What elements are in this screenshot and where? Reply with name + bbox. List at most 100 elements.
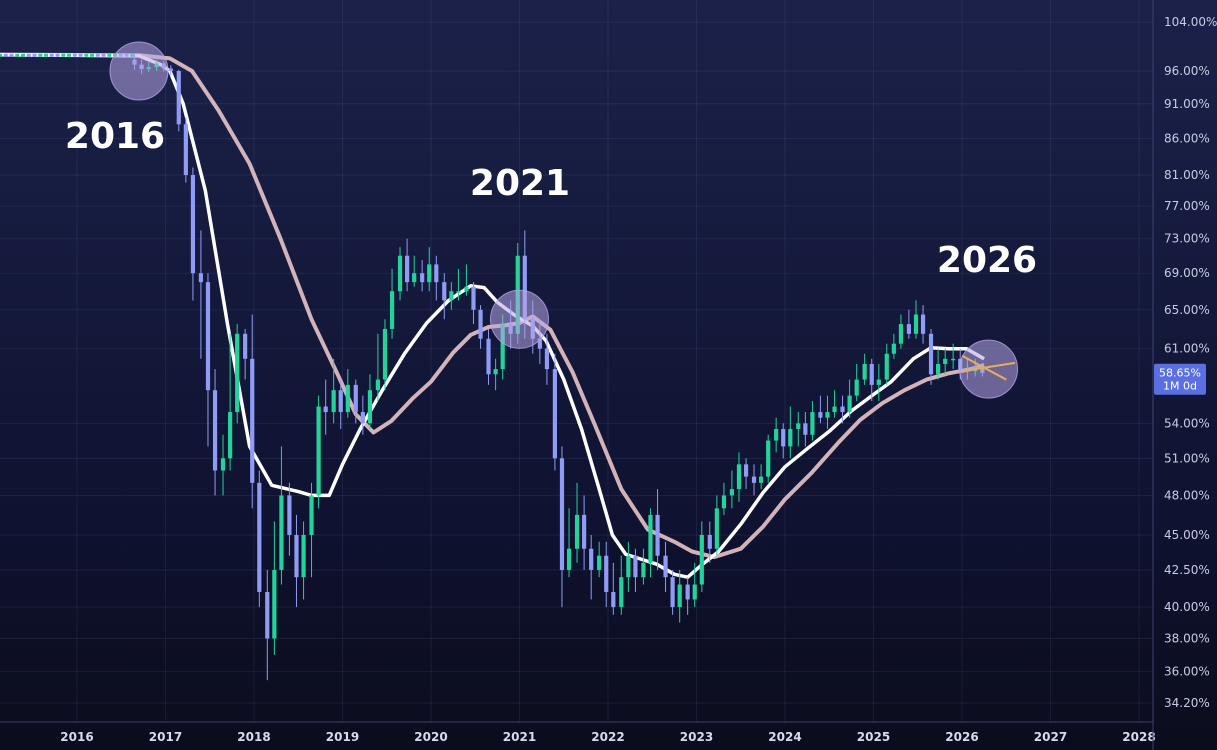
x-tick-label: 2018 bbox=[237, 730, 270, 744]
candle bbox=[367, 390, 373, 424]
candle bbox=[412, 273, 417, 283]
candle bbox=[810, 412, 815, 435]
x-tick-label: 2026 bbox=[945, 730, 978, 744]
candle bbox=[611, 591, 616, 608]
candle bbox=[95, 53, 100, 57]
candle bbox=[250, 358, 255, 483]
candle bbox=[382, 328, 388, 380]
y-tick-label: 104.00% bbox=[1164, 15, 1217, 29]
candle bbox=[677, 584, 682, 608]
y-tick-label: 51.00% bbox=[1164, 451, 1210, 465]
candle bbox=[597, 555, 602, 570]
x-tick-label: 2028 bbox=[1122, 730, 1155, 744]
y-tick-label: 61.00% bbox=[1164, 342, 1210, 356]
candle bbox=[641, 562, 646, 578]
candle bbox=[781, 429, 786, 447]
candle bbox=[486, 338, 491, 375]
candle bbox=[294, 534, 299, 578]
candle bbox=[626, 555, 631, 578]
candle bbox=[176, 71, 181, 125]
projection-layer bbox=[961, 354, 1016, 381]
y-tick-label: 73.00% bbox=[1164, 232, 1210, 246]
candle bbox=[699, 534, 704, 585]
y-tick-label: 69.00% bbox=[1164, 266, 1210, 280]
candle bbox=[736, 464, 742, 490]
candle bbox=[552, 369, 557, 459]
candle bbox=[464, 286, 469, 292]
candle bbox=[951, 358, 956, 361]
candle bbox=[323, 406, 328, 413]
candle bbox=[360, 412, 365, 424]
y-tick-label: 91.00% bbox=[1164, 97, 1210, 111]
candle bbox=[589, 548, 594, 570]
candle bbox=[265, 591, 270, 639]
candle bbox=[434, 264, 439, 283]
candle bbox=[375, 379, 380, 391]
candle bbox=[205, 282, 211, 391]
candle bbox=[633, 555, 638, 578]
candle bbox=[345, 384, 350, 413]
candle bbox=[574, 514, 580, 549]
candle bbox=[663, 555, 668, 578]
y-tick-label: 65.00% bbox=[1164, 303, 1210, 317]
candle bbox=[840, 406, 845, 413]
candle bbox=[84, 53, 89, 57]
candle bbox=[49, 53, 54, 57]
candle bbox=[471, 286, 476, 310]
candle bbox=[420, 273, 425, 283]
current-price-badge bbox=[1154, 363, 1206, 395]
candle bbox=[0, 53, 3, 57]
y-tick-label: 45.00% bbox=[1164, 528, 1210, 542]
candle bbox=[107, 53, 112, 57]
candle bbox=[796, 423, 801, 430]
candle bbox=[920, 314, 926, 334]
candle bbox=[183, 124, 188, 176]
candle bbox=[38, 53, 43, 57]
candle bbox=[707, 534, 712, 549]
candle bbox=[316, 406, 321, 496]
candle bbox=[943, 358, 948, 364]
candle bbox=[26, 53, 31, 57]
candle bbox=[3, 53, 8, 57]
candle bbox=[869, 363, 874, 385]
candle bbox=[913, 314, 919, 334]
candle bbox=[301, 534, 306, 578]
candle bbox=[220, 458, 226, 471]
candle bbox=[190, 175, 196, 274]
candle bbox=[906, 324, 911, 334]
candles-layer bbox=[0, 53, 985, 681]
candle bbox=[168, 68, 173, 72]
candle bbox=[198, 273, 203, 283]
candle bbox=[32, 53, 37, 57]
annotation-label: 2026 bbox=[937, 240, 1037, 281]
candle bbox=[854, 379, 859, 396]
projection-line bbox=[961, 354, 1007, 381]
candle bbox=[72, 53, 77, 57]
candle bbox=[751, 476, 757, 483]
x-tick-label: 2016 bbox=[60, 730, 93, 744]
candle bbox=[493, 369, 498, 375]
candle bbox=[243, 333, 248, 359]
candle bbox=[876, 379, 881, 385]
candle bbox=[90, 53, 95, 57]
candle bbox=[729, 489, 734, 496]
candle bbox=[522, 255, 527, 320]
candle bbox=[559, 458, 565, 570]
candle bbox=[766, 440, 771, 477]
highlight-circle bbox=[109, 41, 169, 101]
y-tick-label: 86.00% bbox=[1164, 131, 1210, 145]
candle bbox=[257, 482, 262, 592]
candle bbox=[389, 291, 395, 329]
candle bbox=[15, 53, 20, 57]
x-tick-label: 2022 bbox=[591, 730, 624, 744]
x-tick-label: 2027 bbox=[1034, 730, 1067, 744]
candle bbox=[228, 412, 233, 459]
candle bbox=[582, 514, 587, 549]
candle bbox=[44, 53, 49, 57]
candle bbox=[279, 495, 284, 570]
candle bbox=[818, 412, 823, 418]
candle bbox=[272, 569, 277, 639]
projection-line bbox=[961, 361, 1016, 373]
